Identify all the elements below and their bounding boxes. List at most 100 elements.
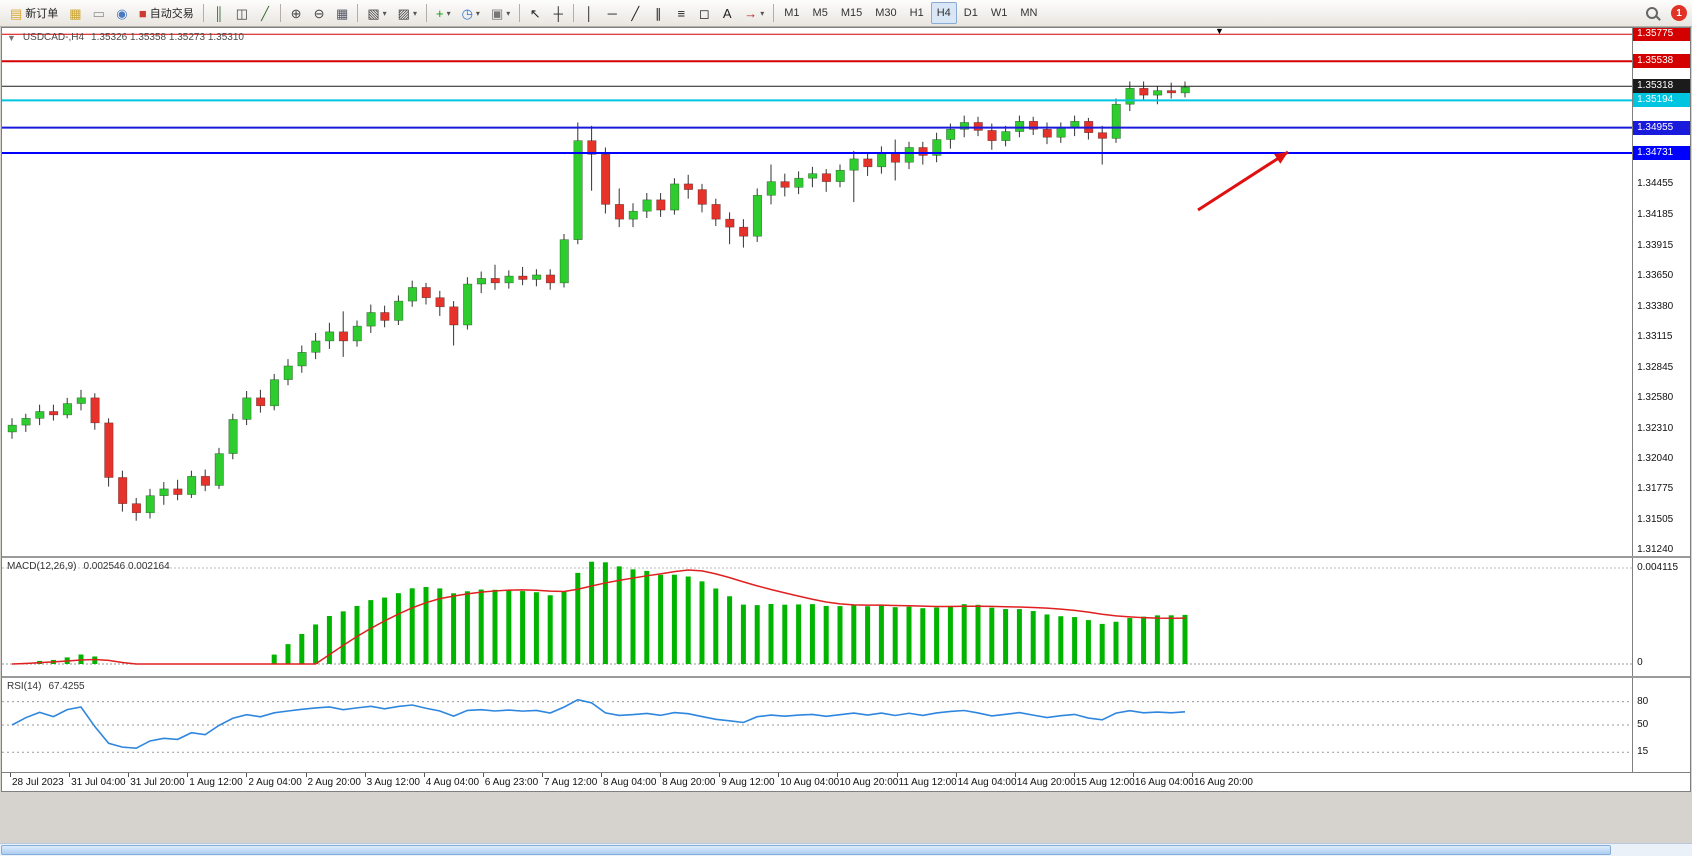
line-chart-icon: ╱ (261, 5, 269, 21)
candle-chart-button[interactable]: ◫ (231, 2, 253, 24)
candle (187, 470, 197, 498)
time-tick (837, 773, 839, 777)
tile-windows-button[interactable]: ▦ (331, 2, 353, 24)
time-tick (1014, 773, 1016, 777)
price-lines-group (2, 33, 1633, 155)
notification-badge[interactable]: 1 (1671, 5, 1687, 21)
price-tick-label: 1.33115 (1637, 330, 1673, 342)
timeframe-button-m30[interactable]: M30 (875, 7, 897, 19)
candle (463, 277, 473, 330)
macd-plot: MACD(12,26,9) 0.002546 0.002164 (2, 558, 1633, 676)
bar-chart-button[interactable]: ║ (208, 2, 230, 24)
indicators-button[interactable]: + ▾ (431, 2, 456, 24)
profiles-button[interactable]: ▨ ▾ (393, 2, 422, 24)
trend-arrow-annotation[interactable] (1197, 150, 1289, 212)
community-button[interactable]: ◉ (111, 2, 133, 24)
shapes-button[interactable]: ◻ (693, 2, 715, 24)
candle (366, 304, 376, 333)
timeframe-button-m15[interactable]: M15 (840, 7, 863, 19)
timeframe-button-h1[interactable]: H1 (909, 7, 924, 19)
line-chart-button[interactable]: ╱ (254, 2, 276, 24)
chart-symbol-label: USDCAD-,H4 (22, 32, 85, 43)
price-badge-1.35538: 1.35538 (1633, 54, 1690, 69)
time-axis-label: 10 Aug 20:00 (839, 777, 899, 788)
templates-button[interactable]: ▣ ▾ (486, 2, 515, 24)
indicators-plus-icon: + (435, 5, 444, 21)
channel-button[interactable]: ∥ (647, 2, 669, 24)
candle (1028, 116, 1038, 135)
candle (1015, 115, 1025, 138)
text-button[interactable]: A (716, 2, 738, 24)
shapes-icon: ◻ (698, 5, 710, 21)
time-tick (896, 773, 898, 777)
candle (642, 193, 652, 219)
arrow-head-icon (1274, 152, 1288, 164)
fibonacci-button[interactable]: ≡ (670, 2, 692, 24)
scrollbar-thumb[interactable] (1, 845, 1611, 855)
channel-icon: ∥ (655, 5, 662, 21)
candle (1111, 98, 1121, 143)
charts-button[interactable]: ▦ (64, 2, 86, 24)
rsi-value: 67.4255 (48, 681, 85, 692)
print-button[interactable]: ▭ (88, 2, 110, 24)
candle (766, 164, 776, 205)
crosshair-button[interactable]: ┼ (547, 2, 569, 24)
cursor-button[interactable]: ↖ (524, 2, 546, 24)
zoom-in-button[interactable]: ⊕ (285, 2, 307, 24)
candle (1070, 115, 1080, 137)
price-badge-1.34731: 1.34731 (1633, 146, 1690, 161)
toolbar-right-group: 1 (1640, 2, 1687, 24)
candle (697, 183, 707, 213)
price-tick-label: 1.32310 (1637, 422, 1674, 434)
time-tick (482, 773, 484, 777)
globe-icon: ◉ (116, 5, 128, 21)
timeframe-button-m1[interactable]: M1 (784, 7, 800, 19)
printer-icon: ▭ (92, 5, 105, 21)
autotrading-button[interactable]: ■ 自动交易 (134, 2, 199, 24)
candle (656, 193, 666, 217)
candle (325, 322, 335, 349)
horizontal-scrollbar[interactable] (0, 843, 1692, 856)
timeframe-button-d1[interactable]: D1 (963, 7, 978, 19)
new-chart-button[interactable]: ▧ ▾ (362, 2, 391, 24)
timeframe-button-m5[interactable]: M5 (812, 7, 828, 19)
price-badge-1.35775: 1.35775 (1633, 28, 1690, 42)
time-tick (1132, 773, 1134, 777)
price-tick-label: 1.33915 (1637, 239, 1674, 251)
candle (821, 169, 832, 192)
time-tick (719, 773, 721, 777)
new-order-button-label: 新订单 (25, 8, 59, 20)
dropdown-caret-icon: ▾ (382, 8, 387, 18)
rsi-pane: RSI(14) 67.4255 80 50 15 (2, 676, 1690, 772)
new-order-button[interactable]: ▤ 新订单 (5, 2, 63, 24)
timeframe-button-h4[interactable]: H4 (930, 2, 957, 24)
time-tick (305, 773, 307, 777)
candle (35, 404, 45, 426)
candlestick-icon: ◫ (235, 5, 249, 21)
search-button[interactable] (1640, 2, 1665, 24)
trendline-button[interactable]: ╱ (624, 2, 646, 24)
timeframe-button-w1[interactable]: W1 (990, 7, 1008, 19)
macd-values: 0.002546 0.002164 (83, 561, 170, 572)
time-tick (541, 773, 543, 777)
chart-menu-icon[interactable]: ▼ (7, 32, 16, 43)
time-axis-label: 8 Aug 20:00 (662, 777, 716, 788)
time-axis[interactable]: 28 Jul 2023 31 Jul 04:00 31 Jul 20:00 1 Aug… (2, 772, 1690, 791)
macd-signal-line (11, 569, 1186, 665)
horizontal-line-button[interactable]: ─ (601, 2, 623, 24)
candle (297, 345, 307, 373)
arrows-button[interactable]: → ▾ (739, 2, 769, 24)
chart-shift-marker[interactable]: ▼ (1215, 28, 1224, 36)
candle (780, 173, 790, 197)
zoom-out-button[interactable]: ⊖ (308, 2, 330, 24)
candle (504, 270, 514, 289)
periods-button[interactable]: ◷ ▾ (457, 2, 485, 24)
candle (849, 150, 859, 203)
tile-windows-icon: ▦ (336, 5, 349, 21)
candle (90, 393, 100, 430)
timeframe-button-mn[interactable]: MN (1020, 7, 1038, 19)
vertical-line-button[interactable]: │ (578, 2, 600, 24)
toolbar-separator (280, 4, 282, 22)
macd-pane-label: MACD(12,26,9) 0.002546 0.002164 (7, 561, 170, 572)
workspace: ▼ USDCAD-,H4 1.35326 1.35358 1.35273 1.3… (0, 27, 1692, 856)
